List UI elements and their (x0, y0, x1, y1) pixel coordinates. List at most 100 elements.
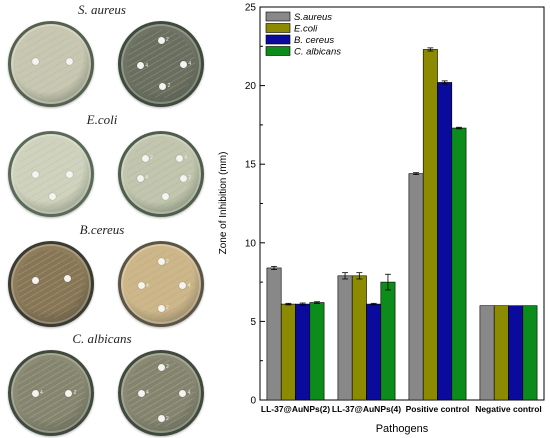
bar (351, 275, 367, 401)
y-axis: 0 5 10 15 20 25 (245, 3, 265, 407)
error-bar (413, 172, 420, 175)
disc-number: 2 (167, 83, 171, 90)
y-tick-label: 20 (245, 81, 257, 92)
error-bar (299, 302, 306, 306)
error-bar (271, 265, 278, 270)
bar (295, 303, 311, 401)
disc-number: 2 (166, 258, 169, 265)
y-tick-label: 5 (250, 317, 256, 328)
antibiotic-disc (179, 174, 187, 182)
legend-label: C. albicans (294, 47, 341, 58)
disc-number: 4 (146, 282, 149, 289)
antibiotic-disc (65, 58, 73, 66)
legend-swatch (265, 23, 291, 33)
bar (508, 305, 524, 401)
disc-number: 4 (40, 390, 43, 396)
error-bar (370, 302, 377, 306)
disc-number: 4 (145, 175, 148, 181)
bar (266, 267, 282, 401)
error-bar (285, 302, 292, 306)
petri-dish: 2 4 4 2 (118, 241, 204, 327)
y-axis-label: Zone of Inhibition (mm) (218, 152, 229, 255)
x-tick-label: Positive control (406, 404, 470, 414)
antibiotic-disc (31, 277, 39, 285)
bar (422, 49, 438, 401)
error-bar (384, 273, 391, 291)
bar (380, 281, 396, 401)
bar-chart: 0 5 10 15 20 25 LL-37@AuNPs(2) LL-37@AuNPs(4) P… (218, 3, 545, 435)
culture-streaks (17, 250, 85, 318)
legend-swatch (265, 11, 291, 22)
x-tick-label: LL-37@AuNPs(2) (261, 404, 330, 414)
bar (437, 82, 453, 401)
y-tick-label: 10 (245, 238, 257, 249)
error-bar (441, 80, 448, 85)
x-tick-label: LL-37@AuNPs(4) (332, 404, 401, 414)
legend-swatch (265, 46, 291, 56)
disc-number: 2 (166, 415, 169, 422)
disc-number: 4 (145, 62, 148, 69)
y-tick-label: 15 (245, 160, 257, 171)
bar (366, 303, 382, 401)
disc-number: 2 (166, 305, 169, 311)
disc-number: 2 (188, 175, 192, 181)
legend-swatch (265, 34, 291, 45)
x-axis: LL-37@AuNPs(2) LL-37@AuNPs(4) Positive con… (261, 396, 542, 414)
petri-dish (8, 21, 94, 107)
bar (493, 305, 509, 401)
disc-number: 4 (184, 155, 188, 161)
petri-dish (8, 241, 94, 327)
antibiotic-disc (136, 174, 144, 182)
antibiotic-disc (31, 389, 39, 397)
y-tick-label: 0 (250, 396, 256, 407)
antibiotic-disc (157, 304, 165, 312)
organism-label: E.coli (86, 112, 118, 127)
disc-number: 4 (146, 390, 149, 396)
error-bar (342, 272, 349, 280)
legend-label: B. cereus (294, 35, 334, 46)
y-tick-label: 25 (245, 3, 257, 14)
antibiotic-disc (157, 36, 165, 44)
antibiotic-disc (157, 258, 165, 266)
petri-dish: 2 4 4 2 (118, 21, 204, 107)
legend-label: E.coli (294, 24, 318, 35)
antibiotic-disc (157, 363, 165, 371)
disc-number: 4 (188, 61, 192, 67)
organism-label: S. aureus (78, 2, 126, 17)
bar (408, 173, 424, 401)
bar (479, 305, 495, 401)
antibiotic-disc (157, 415, 165, 423)
petri-dish: 2 4 4 2 (118, 350, 204, 436)
error-bar (356, 272, 363, 280)
disc-number: 2 (73, 390, 77, 396)
error-bar (427, 47, 434, 52)
culture-streaks (17, 359, 85, 427)
antibiotic-disc (49, 192, 57, 200)
antibiotic-disc (159, 82, 167, 90)
petri-dish (8, 131, 94, 217)
antibiotic-disc (63, 274, 71, 282)
antibiotic-disc (137, 282, 145, 290)
petri-dish: 2 4 4 2 (118, 131, 204, 217)
error-bar (313, 301, 320, 304)
x-tick-label: Negative control (475, 404, 542, 414)
antibiotic-disc (161, 192, 169, 200)
antibiotic-disc (31, 58, 39, 66)
disc-number: 2 (150, 155, 153, 161)
antibiotic-disc (136, 62, 144, 70)
disc-number: 2 (166, 37, 169, 43)
culture-streaks (17, 30, 85, 98)
disc-number: 4 (187, 282, 191, 289)
antibiotic-disc (65, 389, 73, 397)
bar (280, 303, 296, 401)
antibiotic-disc (65, 170, 73, 178)
antibiotic-disc (137, 389, 145, 397)
legend-label: S.aureus (294, 12, 332, 23)
bar (309, 302, 325, 401)
antibiotic-disc (179, 282, 187, 290)
x-axis-label: Pathogens (376, 423, 429, 435)
error-bar (455, 126, 462, 130)
organism-label: C. albicans (72, 331, 132, 346)
